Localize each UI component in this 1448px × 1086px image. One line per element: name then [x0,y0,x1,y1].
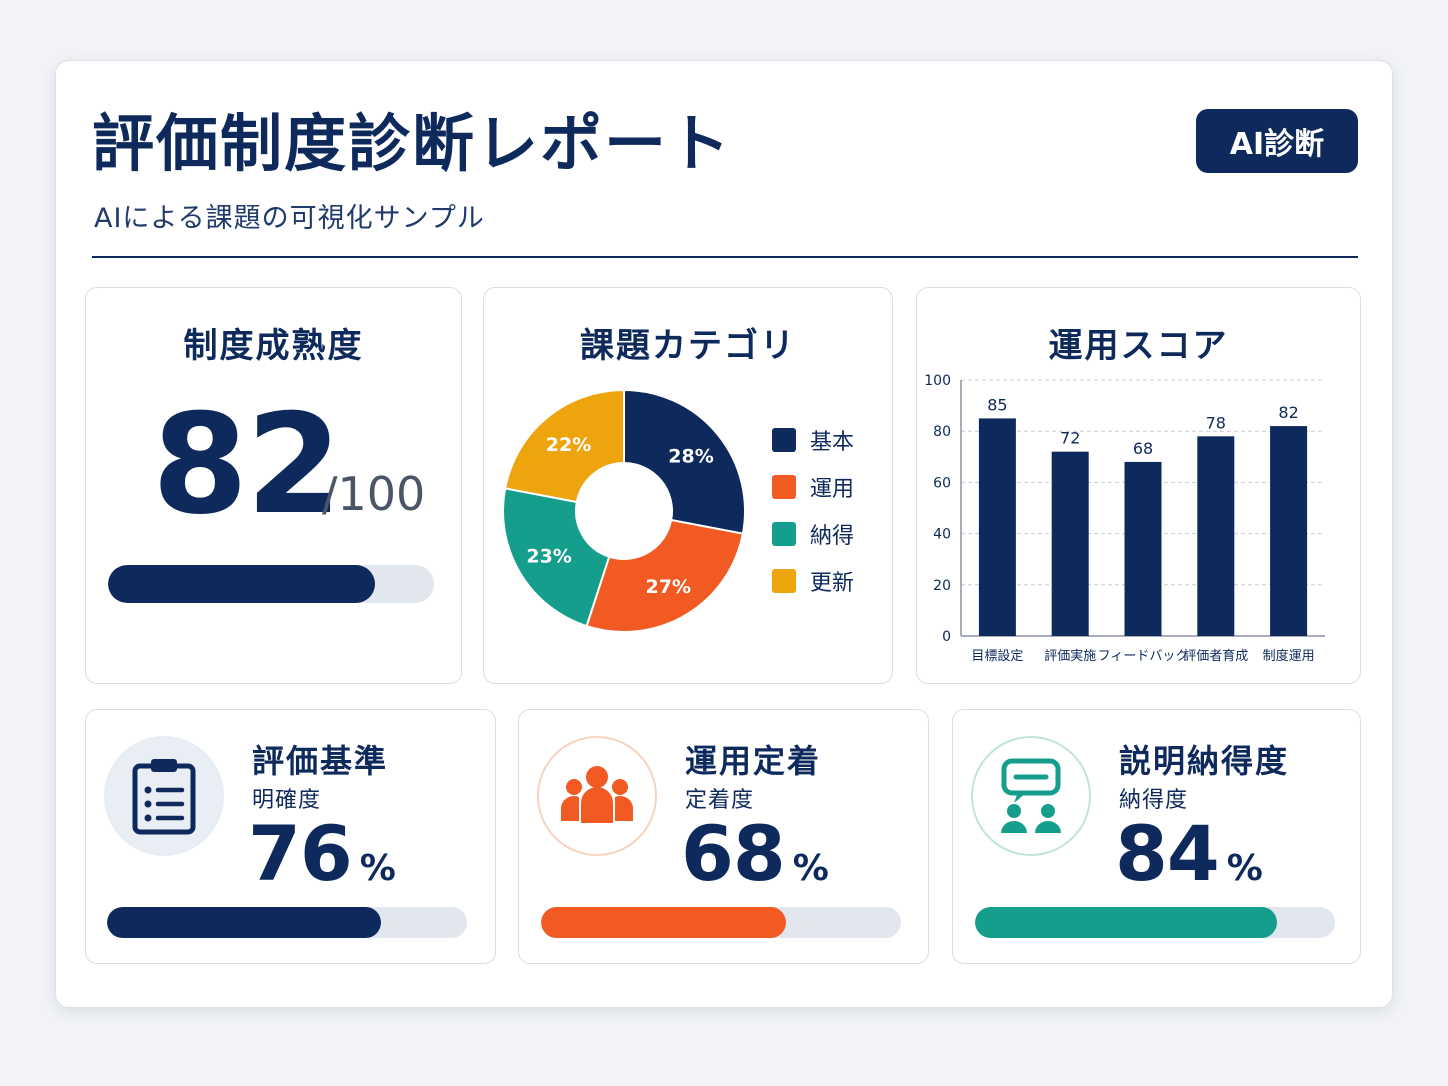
y-tick-0: 0 [942,629,951,645]
metric-track-adoption [541,907,901,938]
metric-fill-acceptance [975,907,1278,938]
y-tick-60: 60 [933,475,951,491]
category-chart-card: 課題カテゴリ 28% 27% 23% 22% 基本 運用 納得 更新 [483,287,893,684]
y-tick-100: 100 [924,373,951,389]
legend-swatch-update [772,569,796,593]
legend-item-operation: 運用 [772,471,854,503]
pie-slice-3 [503,388,625,504]
operation-score-card: 運用スコア 0 20 40 60 80 100 85 目標設定 72 評価実施 68 フィードバック 7… [916,287,1361,684]
metric-title-acceptance: 説明納得度 [1119,742,1290,780]
bar-1 [1051,451,1089,636]
maturity-score: 82 [152,384,342,545]
header-divider [92,256,1358,258]
metric-card-criteria: 評価基準 明確度 76% [85,709,496,964]
x-tick-2: フィードバック [1098,649,1189,664]
bar-value-1: 72 [1060,429,1080,448]
x-tick-0: 目標設定 [971,648,1023,664]
metric-card-adoption: 運用定着 定着度 68% [518,709,929,964]
chat-people-icon [971,736,1091,856]
people-group-icon [537,736,657,856]
pie-label-0: 28% [668,446,713,468]
x-tick-3: 評価者育成 [1183,648,1248,664]
pie-slice-2 [502,487,611,628]
pie-label-1: 27% [646,576,691,598]
x-tick-4: 制度運用 [1263,648,1315,664]
bar-value-4: 82 [1278,403,1298,422]
metric-value-adoption: 68% [681,809,829,898]
pie-slice-0 [623,388,746,535]
bar-chart: 0 20 40 60 80 100 85 目標設定 72 評価実施 68 フィードバック 78 評価者育成… [924,373,1325,664]
metric-sub-acceptance: 納得度 [1119,788,1189,813]
metric-track-criteria [107,907,467,938]
bar-value-2: 68 [1133,439,1153,458]
bar-2 [1124,461,1162,636]
legend-swatch-acceptance [772,522,796,546]
y-tick-80: 80 [933,424,951,440]
y-tick-40: 40 [933,527,951,543]
maturity-max: /100 [322,467,426,521]
page-subtitle: AIによる課題の可視化サンプル [94,203,485,234]
metric-fill-adoption [541,907,786,938]
metric-value-acceptance: 84% [1115,809,1263,898]
legend-item-acceptance: 納得 [772,518,854,550]
metric-value-criteria: 76% [248,809,396,898]
metric-sub-adoption: 定着度 [685,788,755,813]
metric-card-acceptance: 説明納得度 納得度 84% [952,709,1361,964]
metric-track-acceptance [975,907,1335,938]
maturity-title: 制度成熟度 [183,326,364,366]
bar-chart-title: 運用スコア [1048,326,1229,366]
maturity-progress-fill [108,565,376,603]
maturity-progress-track [108,565,434,603]
metric-title-adoption: 運用定着 [685,742,822,780]
legend-label-operation: 運用 [810,477,855,502]
legend-label-acceptance: 納得 [810,524,855,549]
y-tick-20: 20 [933,578,951,594]
bar-4 [1270,426,1308,636]
legend-swatch-basic [772,428,796,452]
legend-swatch-operation [772,475,796,499]
bar-0 [978,418,1016,636]
metric-title-criteria: 評価基準 [252,742,389,780]
legend-label-update: 更新 [810,571,855,596]
x-tick-1: 評価実施 [1044,648,1096,664]
bar-3 [1197,436,1235,636]
legend-item-basic: 基本 [772,424,854,456]
pie-label-3: 22% [546,434,591,456]
bar-value-0: 85 [987,395,1007,414]
metric-fill-criteria [107,907,381,938]
maturity-card: 制度成熟度 82 /100 [85,287,462,684]
report-sheet: 評価制度診断レポート AIによる課題の可視化サンプル AI診断 制度成熟度 82… [55,60,1393,1008]
page-title: 評価制度診断レポート [92,107,733,180]
clipboard-list-icon [104,736,224,856]
ai-diagnosis-badge: AI診断 [1196,109,1358,173]
pie-chart-title: 課題カテゴリ [580,326,796,366]
metric-sub-criteria: 明確度 [252,788,322,813]
pie-slice-1 [585,518,745,633]
pie-chart: 28% 27% 23% 22% [502,388,746,633]
legend-label-basic: 基本 [810,430,855,455]
bar-value-3: 78 [1206,413,1226,432]
pie-label-2: 23% [526,545,571,567]
legend-item-update: 更新 [772,565,854,597]
